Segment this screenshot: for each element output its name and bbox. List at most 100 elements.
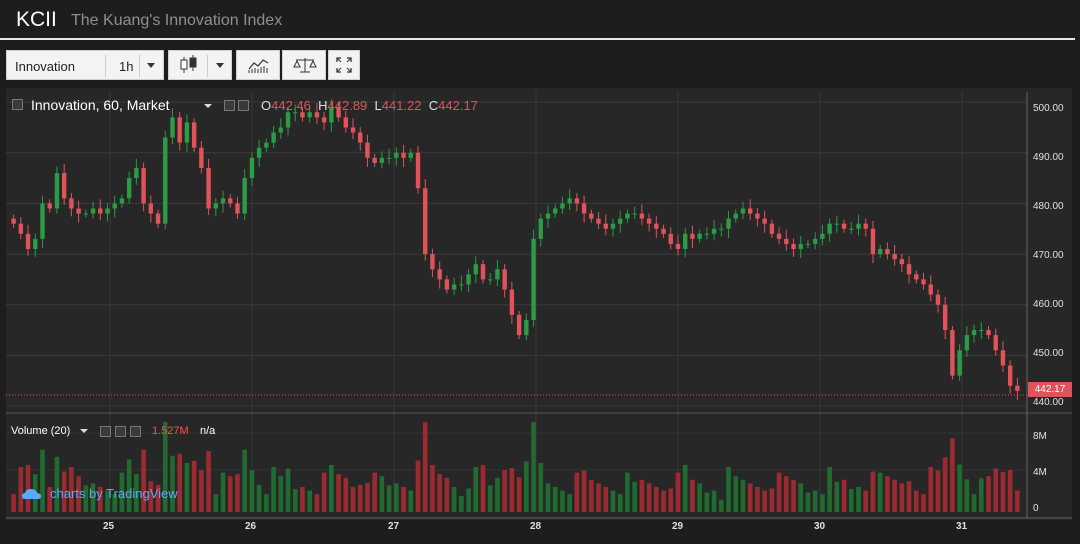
- volume-bar: [906, 481, 912, 512]
- volume-bar: [524, 461, 529, 512]
- volume-bar: [567, 494, 572, 512]
- volume-bar: [581, 470, 587, 512]
- interval-dropdown-icon[interactable]: [147, 63, 155, 68]
- candle-body: [141, 167, 146, 204]
- volume-bar: [776, 472, 782, 512]
- candle-body: [906, 264, 912, 275]
- compare-button[interactable]: [282, 50, 326, 80]
- candle-body: [784, 238, 789, 244]
- legend-hide-icon[interactable]: [238, 100, 249, 111]
- candle-body: [213, 203, 219, 209]
- volume-bar: [76, 476, 81, 512]
- volume-settings-icon[interactable]: [100, 426, 111, 437]
- candle-body: [942, 304, 948, 331]
- close-label: C: [428, 98, 439, 113]
- volume-bar: [552, 486, 558, 512]
- volume-bar: [177, 453, 183, 512]
- chart-type-button[interactable]: [168, 50, 232, 80]
- volume-bar: [40, 449, 45, 512]
- volume-bar: [675, 472, 681, 512]
- legend-settings-icon[interactable]: [224, 100, 235, 111]
- candle-body: [285, 112, 291, 128]
- candle-body: [112, 203, 117, 209]
- candle-body: [502, 269, 507, 290]
- volume-bar: [719, 499, 724, 512]
- candle-body: [336, 107, 341, 118]
- candle-body: [856, 223, 861, 229]
- candle-body: [979, 330, 984, 332]
- candle-body: [986, 330, 991, 336]
- collapse-legend-icon[interactable]: [12, 99, 23, 110]
- volume-bar: [249, 470, 255, 512]
- tradingview-branding-link[interactable]: charts by TradingView: [50, 486, 178, 501]
- legend-dropdown-icon[interactable]: [204, 104, 212, 108]
- candle-body: [278, 127, 284, 133]
- candle-body: [394, 152, 399, 158]
- volume-bar: [394, 483, 399, 512]
- fullscreen-button[interactable]: [328, 50, 360, 80]
- volume-bar: [574, 472, 580, 512]
- candle-body: [827, 223, 832, 234]
- volume-bar: [495, 477, 500, 512]
- candle-body: [415, 152, 421, 189]
- candle-body: [690, 233, 695, 239]
- volume-bar: [61, 471, 67, 512]
- candle-body: [105, 208, 110, 214]
- volume-bar: [928, 467, 934, 512]
- tradingview-cloud-icon[interactable]: [21, 486, 45, 502]
- candle-body: [820, 233, 825, 239]
- volume-bar: [199, 470, 204, 512]
- volume-bar: [538, 462, 544, 512]
- candle-body: [704, 233, 710, 235]
- candle-body: [321, 117, 327, 123]
- chart-pane[interactable]: [6, 88, 1072, 520]
- volume-bar: [993, 468, 999, 512]
- volume-bar: [422, 422, 428, 512]
- volume-hide-icon[interactable]: [115, 426, 126, 437]
- volume-bar: [213, 494, 219, 512]
- candle-body: [177, 117, 182, 143]
- candle-body: [90, 208, 96, 214]
- candle-body: [921, 279, 926, 285]
- volume-bar: [1000, 472, 1006, 512]
- volume-bar: [292, 489, 298, 512]
- interval-selector[interactable]: 1h: [119, 59, 134, 74]
- candle-body: [531, 238, 536, 320]
- candle-body: [971, 330, 977, 336]
- candle-body: [834, 223, 840, 225]
- candle-body: [134, 167, 139, 179]
- candle-body: [293, 112, 298, 114]
- volume-bar: [97, 486, 103, 512]
- price-axis-label: 440.00: [1033, 397, 1064, 408]
- volume-bar: [372, 472, 377, 512]
- candle-body: [119, 198, 125, 204]
- candle-body: [812, 238, 818, 244]
- last-price-tag: 442.17: [1028, 382, 1072, 397]
- indicators-button[interactable]: [236, 50, 280, 80]
- symbol-selector[interactable]: Innovation: [15, 59, 75, 74]
- volume-bar: [711, 490, 717, 512]
- volume-legend-title[interactable]: Volume (20): [11, 425, 71, 437]
- title-bar: KCII The Kuang's Innovation Index: [0, 0, 1080, 40]
- candle-body: [126, 178, 132, 199]
- volume-dropdown-icon[interactable]: [80, 429, 88, 433]
- candle-body: [148, 203, 154, 214]
- volume-bar: [480, 464, 486, 512]
- candle-body: [271, 132, 276, 143]
- chart-type-dropdown-icon[interactable]: [216, 63, 224, 68]
- volume-bar: [90, 483, 96, 512]
- volume-bar: [408, 490, 414, 512]
- volume-bar: [25, 464, 31, 512]
- candle-body: [430, 254, 435, 270]
- candle-body: [488, 279, 493, 281]
- candlestick-icon: [180, 55, 197, 73]
- candle-body: [191, 122, 197, 148]
- volume-more-icon[interactable]: [130, 426, 141, 437]
- candle-body: [877, 249, 883, 255]
- candle-body: [83, 213, 89, 215]
- candle-body: [711, 228, 717, 234]
- candle-body: [668, 233, 673, 244]
- candle-body: [372, 157, 377, 163]
- series-legend-title[interactable]: Innovation, 60, Market: [31, 97, 170, 113]
